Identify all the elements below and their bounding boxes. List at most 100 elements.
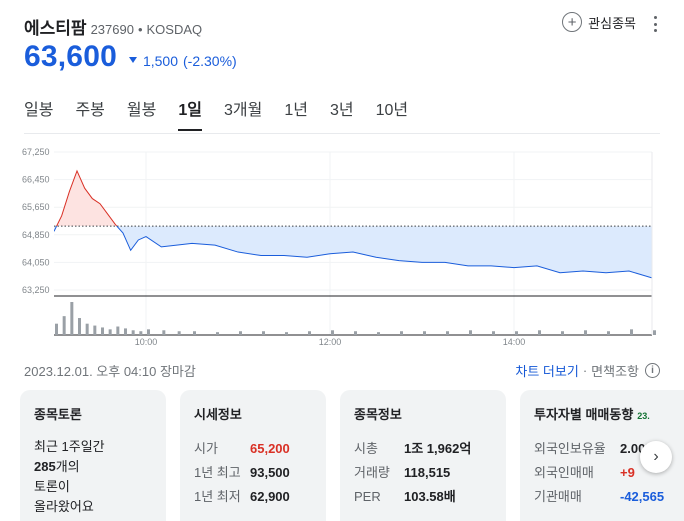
volume-bar	[492, 331, 495, 335]
card-title: 종목정보	[354, 407, 402, 422]
volume-bar	[446, 331, 449, 335]
kv-row: 시총 1조 1,962억	[354, 441, 472, 456]
y-tick-label: 66,450	[22, 175, 50, 185]
x-tick-label: 10:00	[135, 337, 158, 345]
stock-name: 에스티팜	[24, 19, 87, 38]
tab-6[interactable]: 3년	[329, 102, 354, 119]
market-timestamp: 2023.12.01. 오후 04:10 장마감	[24, 363, 196, 379]
price-line-up	[55, 169, 118, 227]
card-title: 시세정보	[194, 407, 242, 422]
volume-bar	[70, 302, 74, 335]
volume-bar	[377, 332, 380, 335]
volume-bar	[653, 330, 656, 335]
tab-0[interactable]: 일봉	[24, 102, 54, 119]
y-tick-label: 65,650	[22, 202, 50, 212]
volume-bar	[469, 330, 472, 335]
kv-row: 거래량 118,515	[354, 465, 451, 480]
volume-bar	[139, 331, 143, 335]
kv-row: 시가 65,200	[194, 441, 290, 456]
tab-1[interactable]: 주봉	[75, 102, 105, 119]
volume-bar	[108, 329, 112, 335]
chart-footer: 2023.12.01. 오후 04:10 장마감 차트 더보기 · 면책조항 i	[24, 360, 660, 380]
kv-row: PER 103.58배	[354, 489, 456, 504]
card-title: 투자자별 매매동향 23.	[534, 407, 650, 422]
volume-bar	[607, 331, 610, 335]
volume-bar	[124, 328, 127, 335]
price-line-down	[54, 226, 652, 279]
info-cards: 종목토론 최근 1주일간 285개의 토론이 올라왔어요 시세정보 시가 65,2…	[20, 390, 684, 521]
volume-bar	[131, 330, 135, 335]
price-change: 1,500	[142, 53, 179, 69]
volume-bar	[423, 331, 426, 335]
date-badge: 23.	[637, 411, 650, 421]
kv-row: 기관매매 -42,565	[534, 489, 665, 504]
y-tick-label: 64,050	[22, 257, 50, 267]
area-below-close	[54, 226, 652, 278]
separator-dot: ·	[582, 362, 588, 378]
x-tick-label: 14:00	[503, 337, 526, 345]
volume-bar	[538, 330, 541, 335]
volume-bar	[331, 330, 334, 335]
chevron-right-icon: ›	[653, 448, 659, 465]
volume-bar	[262, 331, 265, 335]
volume-bar	[85, 323, 89, 335]
x-tick-label: 12:00	[319, 337, 342, 345]
current-price: 63,600	[24, 40, 117, 73]
volume-bar	[515, 331, 518, 335]
y-tick-label: 67,250	[22, 147, 50, 157]
discussion-summary: 최근 1주일간 285개의 토론이 올라왔어요	[34, 439, 105, 514]
kv-row: 외국인매매 +9	[534, 465, 635, 480]
volume-bar	[78, 318, 81, 335]
next-cards-button[interactable]: ›	[640, 441, 672, 473]
tab-2[interactable]: 월봉	[126, 102, 157, 119]
kv-row: 1년 최고 93,500	[194, 465, 290, 480]
volume-bar	[55, 323, 58, 335]
more-chart-link[interactable]: 차트 더보기	[515, 363, 579, 379]
tab-4[interactable]: 3개월	[223, 102, 263, 119]
volume-bar	[116, 326, 120, 335]
separator-dot: •	[137, 22, 143, 37]
kv-row: 1년 최저 62,900	[194, 489, 290, 504]
more-options-icon[interactable]	[650, 14, 660, 34]
volume-bar	[584, 330, 587, 335]
volume-bar	[93, 325, 97, 335]
volume-bar	[354, 331, 357, 335]
volume-bar	[147, 329, 150, 335]
volume-bar	[630, 329, 633, 335]
tab-5[interactable]: 1년	[284, 102, 308, 119]
stock-header: 에스티팜 237690 • KOSDAQ	[24, 14, 203, 38]
disclaimer-link[interactable]: 면책조항	[591, 363, 639, 379]
volume-bar	[308, 331, 311, 335]
volume-bar	[400, 331, 403, 335]
plus-icon: +	[562, 12, 583, 32]
volume-bar	[239, 331, 242, 335]
volume-bar	[193, 331, 196, 335]
discussion-card[interactable]: 종목토론 최근 1주일간 285개의 토론이 올라왔어요	[20, 390, 166, 521]
volume-bar	[216, 332, 219, 335]
price-row: 63,600 1,500 (-2.30%)	[24, 40, 237, 74]
market-info-card[interactable]: 시세정보 시가 65,200 1년 최고 93,500 1년 최저 62,900	[180, 390, 326, 521]
tabs-divider	[24, 133, 660, 134]
add-watchlist-button[interactable]: + 관심종목	[562, 12, 636, 32]
y-tick-label: 63,250	[22, 285, 50, 295]
price-change-percent: (-2.30%)	[183, 53, 237, 69]
volume-bar	[561, 331, 564, 335]
volume-bar	[177, 331, 181, 335]
volume-bar	[101, 327, 104, 335]
period-tabs: 일봉 주봉 월봉 1일 3개월 1년 3년 10년	[24, 96, 430, 131]
watchlist-label: 관심종목	[588, 15, 636, 31]
card-title: 종목토론	[34, 407, 82, 422]
volume-bar	[285, 332, 288, 335]
info-icon[interactable]: i	[645, 362, 660, 378]
y-tick-label: 64,850	[22, 230, 50, 240]
stock-info-card[interactable]: 종목정보 시총 1조 1,962억 거래량 118,515 PER 103.58배	[340, 390, 506, 521]
market-name: KOSDAQ	[146, 22, 203, 37]
volume-bar	[62, 316, 66, 335]
volume-bar	[162, 330, 166, 335]
down-arrow-icon	[128, 57, 137, 63]
discussion-count: 285	[34, 459, 56, 474]
tab-7[interactable]: 10년	[375, 102, 409, 119]
stock-code: 237690	[90, 22, 134, 37]
price-chart[interactable]: 67,250 66,450 65,650 64,850 64,050 63,250 10:0…	[0, 140, 684, 345]
tab-3[interactable]: 1일	[178, 96, 202, 131]
